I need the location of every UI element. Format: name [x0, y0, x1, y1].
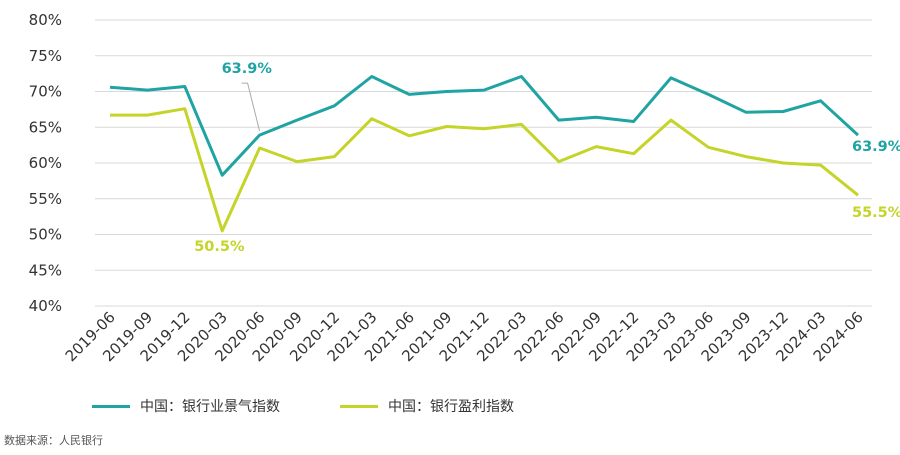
gridlines: [95, 19, 872, 307]
legend-item-bank-profit-index: 中国：银行盈利指数: [340, 396, 514, 416]
y-axis-ticks: 40% 45% 50% 55% 60% 65% 70% 75% 80%: [29, 11, 62, 315]
y-tick-label: 70%: [29, 83, 62, 101]
y-tick-label: 50%: [29, 226, 62, 244]
data-label: 55.5%: [852, 205, 900, 221]
y-tick-label: 65%: [29, 118, 62, 136]
legend: 中国：银行业景气指数 中国：银行盈利指数: [92, 396, 514, 416]
y-tick-label: 60%: [29, 154, 62, 172]
data-label: 63.9%: [852, 139, 900, 155]
series-lines: [109, 75, 860, 233]
data-label: 63.9%: [222, 61, 273, 77]
y-tick-label: 80%: [29, 11, 62, 29]
legend-label: 中国：银行业景气指数: [140, 399, 280, 415]
y-tick-label: 55%: [29, 190, 62, 208]
line-chart: 40% 45% 50% 55% 60% 65% 70% 75% 80% 2019-062019-…: [29, 11, 900, 365]
x-axis-ticks: 2019-062019-092019-122020-032020-062020-…: [62, 308, 867, 365]
legend-swatch-teal: [92, 404, 130, 408]
series-line-1: [110, 107, 859, 233]
annotation-leader: [241, 82, 261, 132]
legend-swatch-lime: [340, 404, 378, 408]
y-tick-label: 40%: [29, 297, 62, 315]
y-tick-label: 75%: [29, 47, 62, 65]
annotations: 63.9% 50.5% 63.9% 55.5%: [194, 61, 900, 255]
legend-item-banking-climate-index: 中国：银行业景气指数: [92, 396, 280, 416]
data-label: 50.5%: [194, 239, 245, 255]
y-tick-label: 45%: [29, 261, 62, 279]
series-line-0: [109, 75, 860, 177]
source-note: 数据来源：人民银行: [4, 434, 103, 447]
legend-label: 中国：银行盈利指数: [388, 399, 514, 415]
